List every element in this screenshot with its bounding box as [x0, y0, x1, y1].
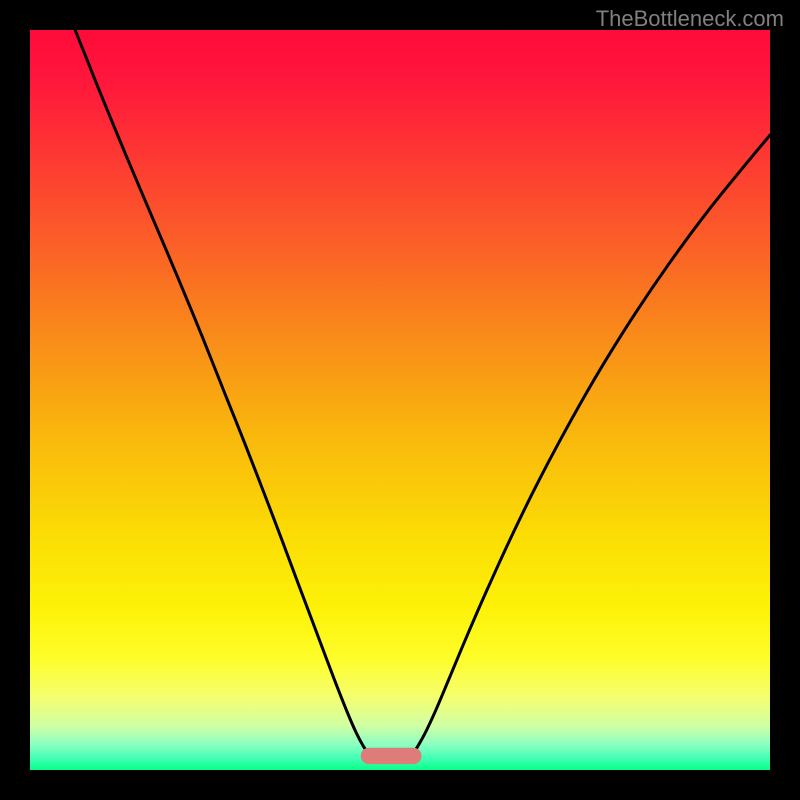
- chart-svg: [30, 30, 770, 770]
- bottleneck-chart: [30, 30, 770, 770]
- watermark-text: TheBottleneck.com: [596, 6, 784, 32]
- chart-background: [30, 30, 770, 770]
- optimal-marker: [361, 748, 422, 764]
